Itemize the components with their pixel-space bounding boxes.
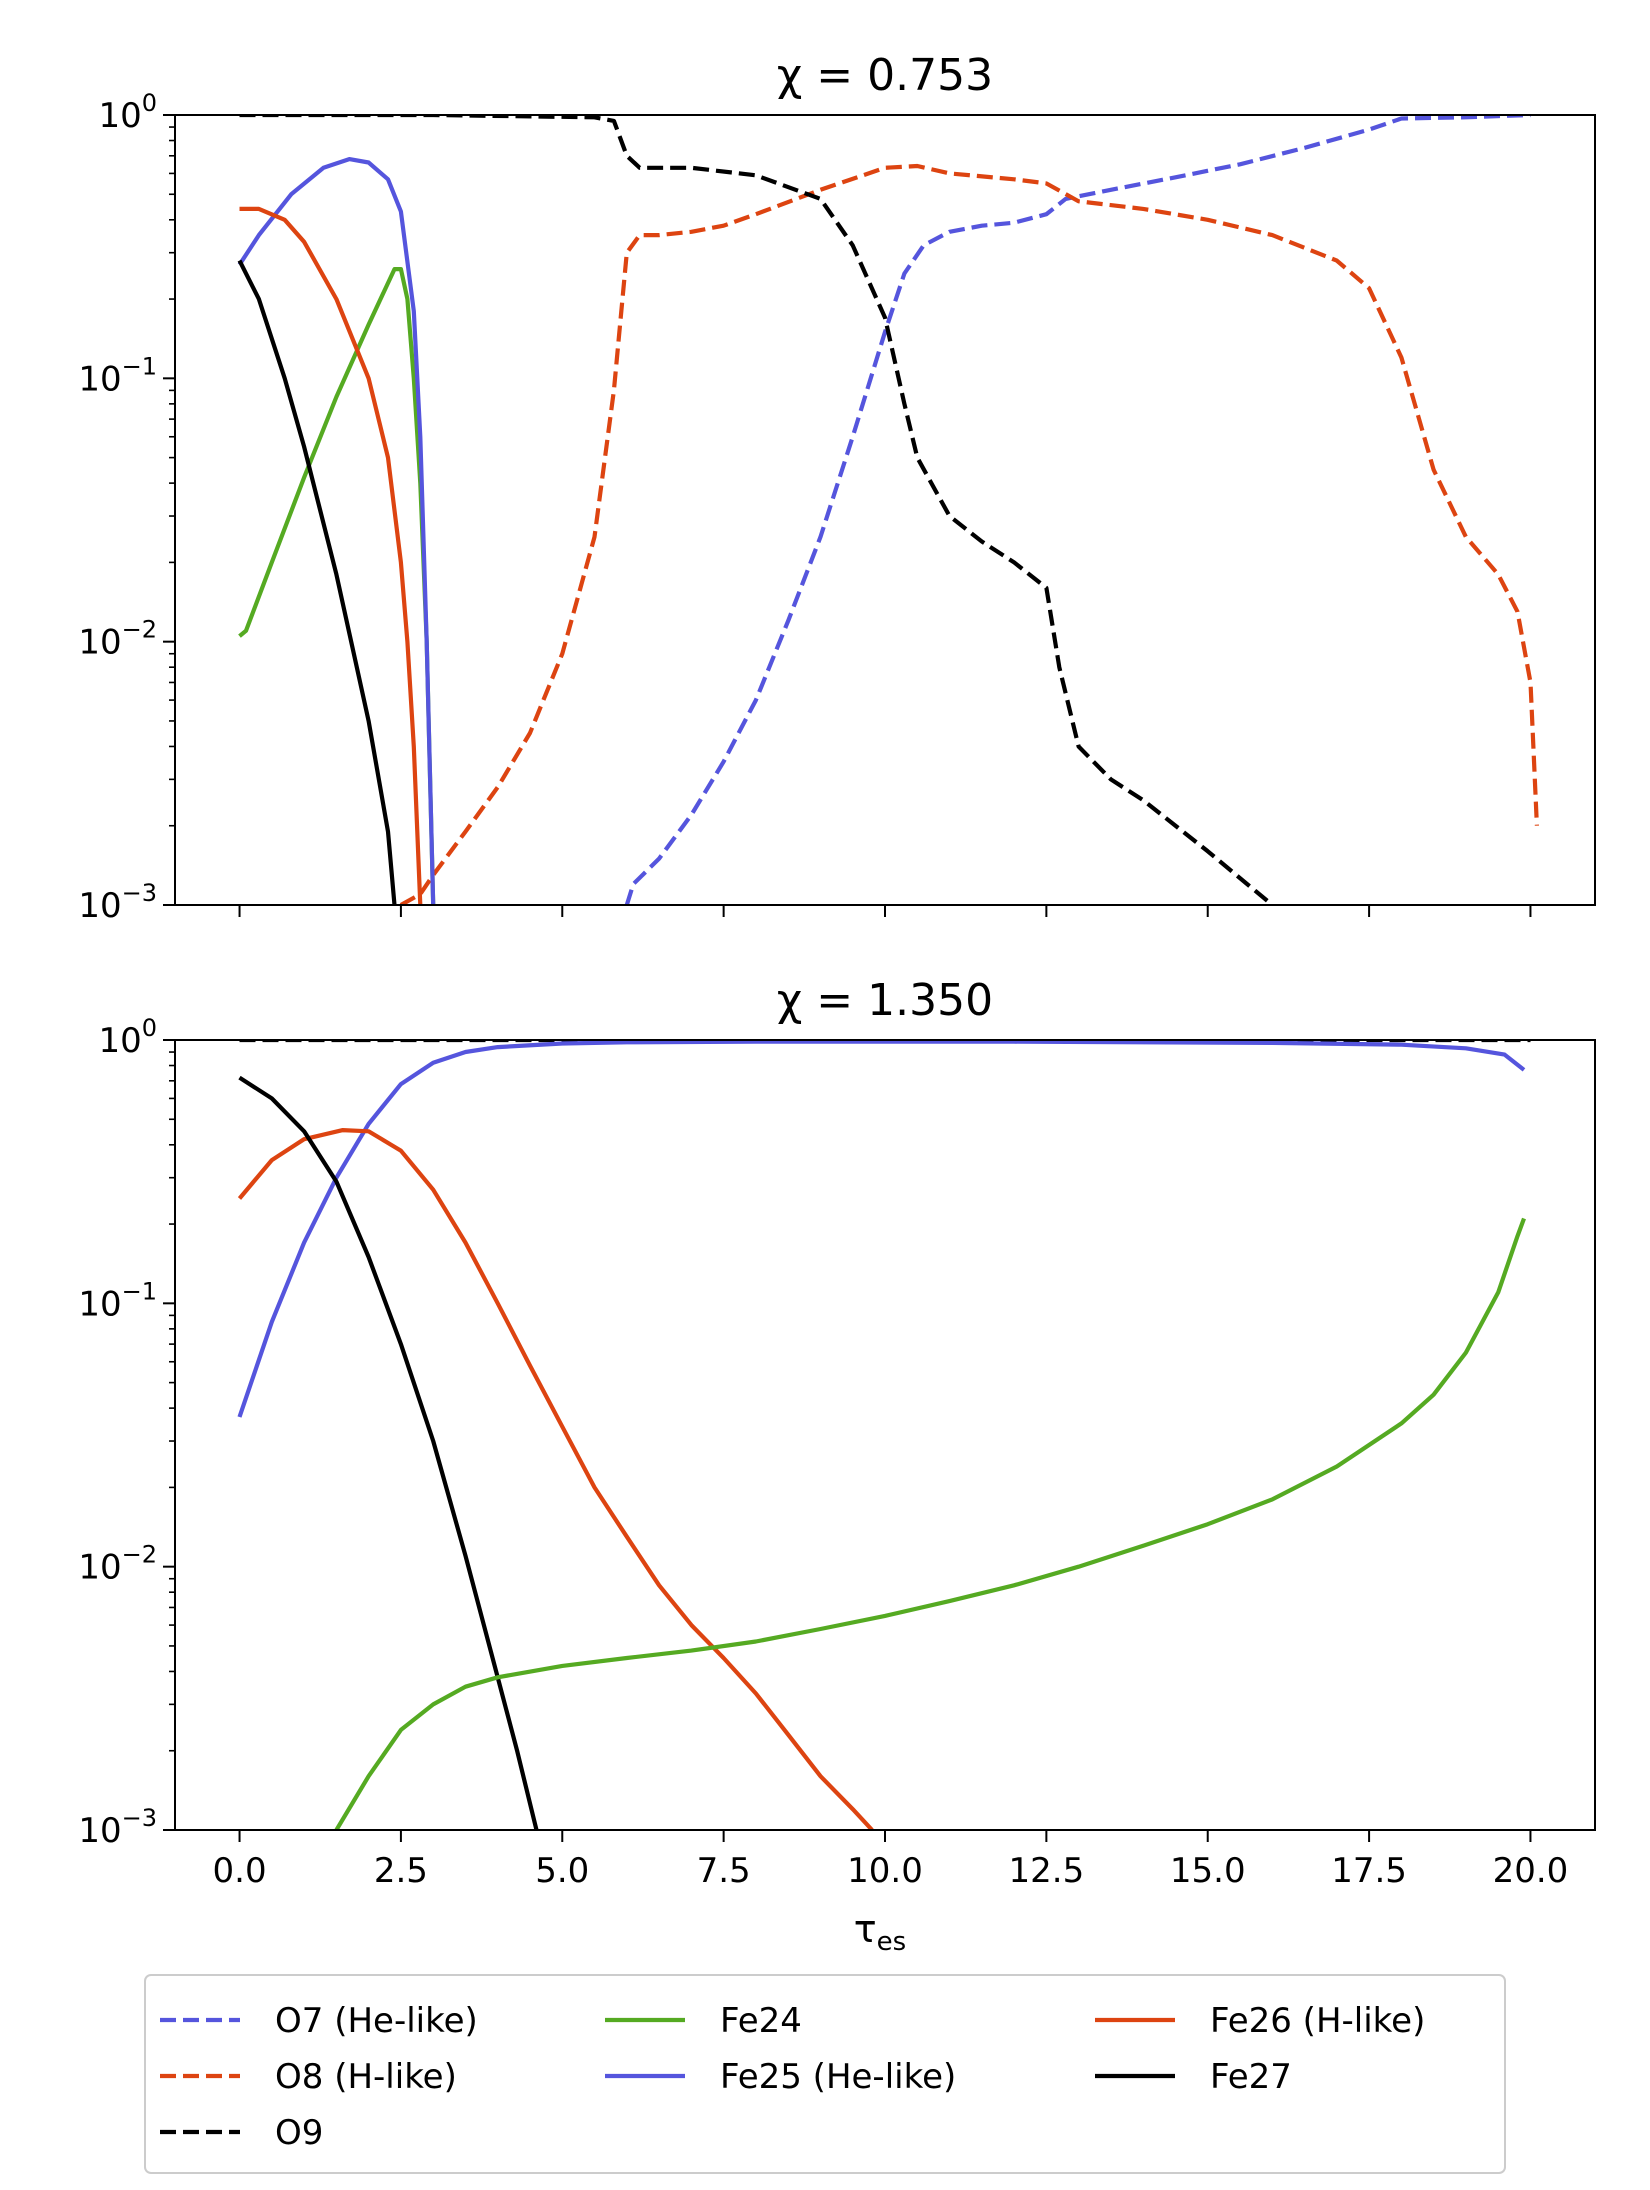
y-tick-label: 10−3 (78, 879, 157, 926)
legend-frame (144, 1974, 1506, 2174)
x-tick-label: 10.0 (847, 1851, 923, 1891)
y-tick-label: 10−1 (78, 1277, 157, 1324)
series-line-fe27 (238, 1075, 539, 1830)
series-line-o7-he-like (624, 115, 1531, 905)
y-tick-label: 10−2 (78, 1541, 157, 1588)
series-line-fe25-he-like (237, 1040, 1526, 1418)
series-line-fe25-he-like (237, 157, 436, 905)
series-line-fe27 (237, 259, 397, 905)
legend-label: Fe25 (He-like) (720, 2057, 956, 2097)
legend-item-o8-h-like: O8 (H-like) (160, 2057, 457, 2097)
legend-item-fe26-h-like: Fe26 (H-like) (1095, 2001, 1425, 2041)
y-tick-label: 10−2 (78, 616, 157, 663)
bottom-panel-title: χ = 1.350 (777, 975, 993, 1026)
x-tick-label: 12.5 (1009, 1851, 1085, 1891)
legend-label: Fe27 (1210, 2057, 1292, 2097)
x-tick-label: 20.0 (1493, 1851, 1569, 1891)
y-tick-label: 100 (98, 1014, 157, 1061)
legend-item-o9: O9 (160, 2113, 323, 2153)
legend-item-fe27: Fe27 (1095, 2057, 1292, 2097)
series-line-fe26-h-like (237, 1128, 874, 1830)
series-line-fe24 (334, 1217, 1526, 1830)
legend-item-fe24: Fe24 (605, 2001, 802, 2041)
x-tick-label: 15.0 (1170, 1851, 1246, 1891)
top-panel: χ = 0.753 100 10−1 10−2 10−3 (78, 50, 1596, 926)
x-tick-label: 2.5 (374, 1851, 428, 1891)
legend-label: Fe24 (720, 2001, 802, 2041)
x-tick-label: 17.5 (1331, 1851, 1407, 1891)
series-line-o8-h-like (399, 163, 1539, 905)
legend-item-o7-he-like: O7 (He-like) (160, 2001, 478, 2041)
legend-label: O8 (H-like) (275, 2057, 457, 2097)
legend: O7 (He-like) Fe24 Fe26 (H-like) O8 (H-like)… (144, 1974, 1506, 2174)
x-tick-label: 5.0 (535, 1851, 589, 1891)
series-line-o9 (239, 115, 1274, 905)
x-tick-label: 0.0 (213, 1851, 267, 1891)
top-panel-title: χ = 0.753 (777, 50, 993, 101)
top-panel-frame (174, 114, 1596, 906)
y-tick-label: 10−3 (78, 1804, 157, 1851)
y-tick-label: 10−1 (78, 352, 157, 399)
series-line-fe26-h-like (239, 206, 423, 905)
x-tick-label: 7.5 (697, 1851, 751, 1891)
y-tick-label: 100 (98, 89, 157, 136)
legend-label: O9 (275, 2113, 323, 2153)
legend-item-fe25-he-like: Fe25 (He-like) (605, 2057, 956, 2097)
legend-label: O7 (He-like) (275, 2001, 478, 2041)
legend-label: Fe26 (H-like) (1210, 2001, 1425, 2041)
x-axis-label: τes (854, 1907, 906, 1957)
bottom-panel: χ = 1.350 100 10−1 10−2 10−3 0.0 2.5 5.0 7.5 10… (78, 975, 1596, 1957)
